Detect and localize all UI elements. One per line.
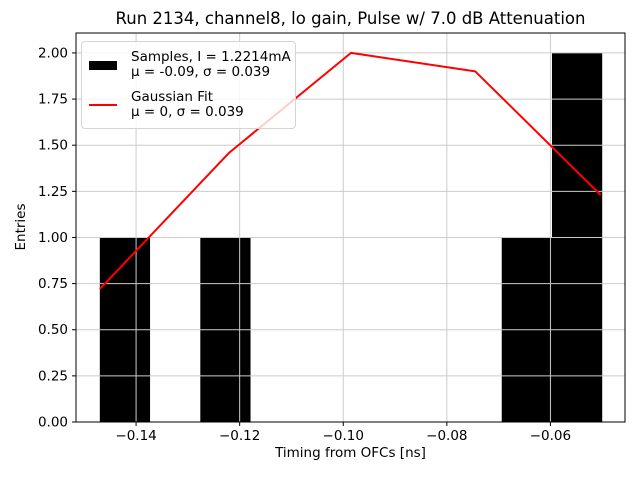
x-tick-label: −0.12: [219, 428, 260, 444]
legend-fit-stats: μ = 0, σ = 0.039: [131, 104, 244, 120]
histogram-swatch-icon: [89, 60, 117, 70]
x-tick-label: −0.06: [530, 428, 571, 444]
y-tick-label: 1.75: [38, 92, 68, 108]
x-tick-label: −0.14: [115, 428, 156, 444]
legend-fit-label: Gaussian Fit: [131, 89, 214, 105]
y-tick-label: 0.75: [38, 276, 68, 292]
legend-entry-samples: Samples, I = 1.2214mA μ = -0.09, σ = 0.0…: [89, 49, 291, 80]
legend-entry-gaussian-fit: Gaussian Fit μ = 0, σ = 0.039: [89, 90, 289, 120]
tick-labels: −0.14 −0.12 −0.10 −0.08 −0.06 0.00 0.25 0.50 0.7…: [38, 45, 571, 444]
y-tick-label: 0.25: [38, 368, 68, 384]
y-tick-label: 1.00: [38, 230, 68, 246]
y-tick-label: 0.50: [38, 322, 68, 338]
y-tick-label: 1.50: [38, 138, 68, 154]
axes-frame: [75, 32, 626, 423]
chart-title: Run 2134, channel8, lo gain, Pulse w/ 7.…: [115, 9, 586, 28]
red-line-swatch: [89, 103, 117, 107]
x-tick-label: −0.08: [426, 428, 467, 444]
legend: Samples, I = 1.2214mA μ = -0.09, σ = 0.0…: [81, 41, 296, 129]
y-tick-label: 0.00: [38, 415, 68, 431]
legend-samples-label: Samples, I = 1.2214mA: [131, 49, 291, 65]
gaussian-fit-line: [99, 51, 602, 290]
fit-line-swatch-icon: [89, 103, 117, 107]
y-tick-label: 1.25: [38, 184, 68, 200]
x-tick-label: −0.10: [323, 428, 364, 444]
legend-samples-stats: μ = -0.09, σ = 0.039: [131, 64, 271, 80]
black-bar-swatch: [89, 60, 117, 70]
x-axis-label: Timing from OFCs [ns]: [275, 445, 426, 461]
y-tick-label: 2.00: [38, 45, 68, 61]
y-axis-label: Entries: [13, 203, 29, 251]
tick-marks: [72, 52, 551, 426]
